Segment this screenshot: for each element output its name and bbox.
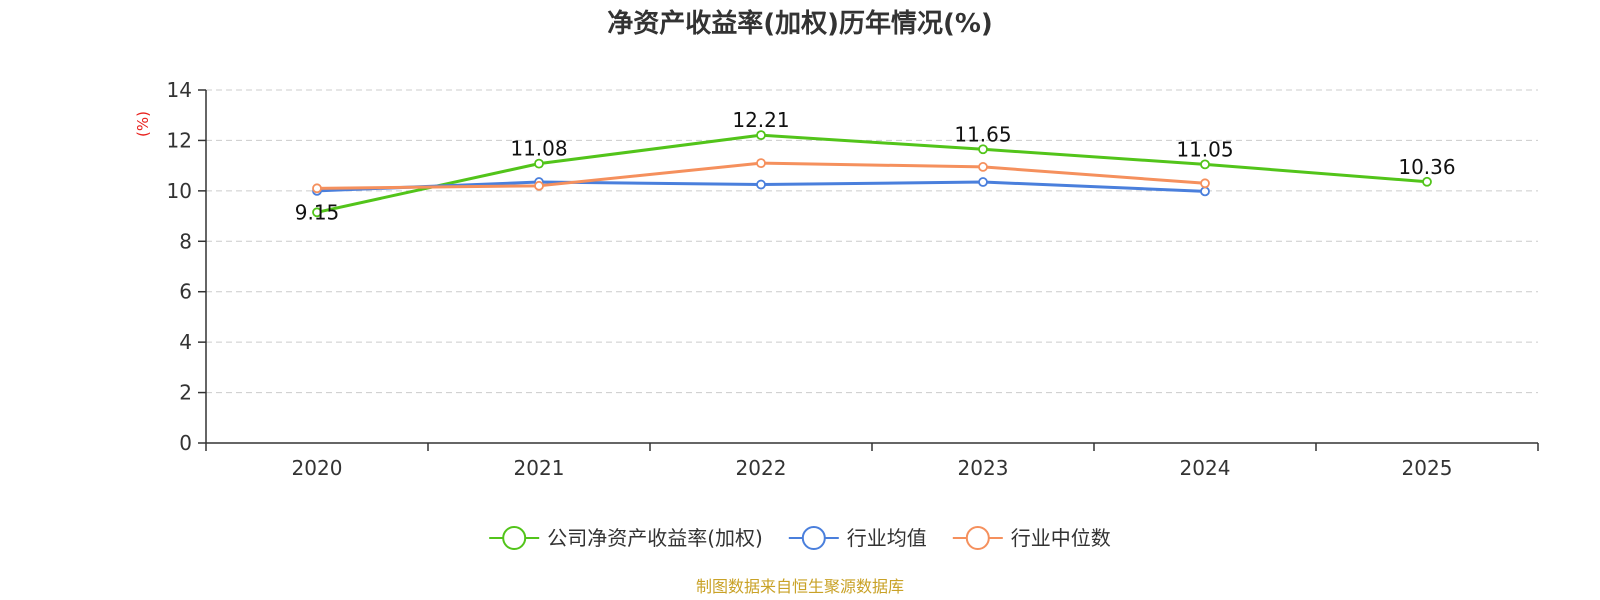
- data-labels: 9.15 11.08 12.21 11.65 11.05 10.36: [295, 108, 1456, 224]
- y-tick-label: 0: [179, 431, 192, 455]
- x-tick-label: 2023: [958, 456, 1009, 480]
- data-label: 10.36: [1398, 155, 1455, 179]
- series-0-point: [312, 207, 322, 218]
- series-0-point: [534, 158, 544, 169]
- series-1-point: [1200, 186, 1210, 197]
- legend-marker: [502, 526, 527, 550]
- series-2-point: [978, 162, 988, 172]
- y-tick-label: 14: [167, 78, 192, 102]
- series-0-point: [1200, 159, 1210, 170]
- x-tick-label: 2021: [514, 456, 565, 480]
- series-1-point: [978, 177, 988, 187]
- legend-label: 行业均值: [847, 526, 927, 550]
- chart-title: 净资产收益率(加权)历年情况(%): [607, 8, 993, 39]
- series-0-point: [978, 144, 988, 155]
- series-2-point: [312, 183, 322, 194]
- data-label: 9.15: [295, 200, 340, 224]
- legend-item-1: 行业均值: [788, 526, 927, 550]
- series-lines: [316, 133, 1428, 214]
- series-2-point: [534, 180, 544, 191]
- legend-item-2: 行业中位数: [952, 526, 1111, 550]
- series-2-point: [756, 158, 766, 169]
- source-note: 制图数据来自恒生聚源数据库: [696, 577, 904, 596]
- y-tick-label: 10: [167, 179, 192, 203]
- data-label: 11.05: [1176, 137, 1233, 161]
- series-2-point: [1200, 178, 1210, 189]
- series-0-point: [1422, 176, 1432, 187]
- series-points: [312, 130, 1432, 218]
- x-tick-label: 2024: [1180, 456, 1231, 480]
- series-1-point: [756, 179, 766, 190]
- legend-item-0: 公司净资产收益率(加权): [489, 526, 763, 550]
- y-tick-label: 6: [179, 280, 192, 304]
- data-label: 12.21: [732, 108, 789, 132]
- series-0-point: [756, 130, 766, 141]
- x-tick-label: 2025: [1402, 456, 1453, 480]
- data-label: 11.65: [954, 122, 1011, 146]
- axes: 0 2 4 6 8 10 12 14 2020 2021 2022 2023 2024 2025: [167, 78, 1539, 480]
- series-line-0: [316, 133, 1428, 214]
- x-tick-label: 2020: [292, 456, 343, 480]
- y-tick-label: 4: [179, 330, 192, 354]
- y-tick-label: 8: [179, 229, 192, 253]
- legend-marker: [965, 526, 990, 550]
- y-tick-label: 12: [167, 128, 192, 152]
- legend-marker: [801, 526, 826, 550]
- legend: 公司净资产收益率(加权) 行业均值 行业中位数: [489, 526, 1111, 550]
- x-tick-label: 2022: [736, 456, 787, 480]
- grid-lines: [206, 89, 1538, 394]
- legend-label: 行业中位数: [1011, 526, 1111, 550]
- data-label: 11.08: [510, 137, 567, 161]
- legend-label: 公司净资产收益率(加权): [547, 526, 763, 550]
- y-axis-unit-label: (%): [134, 111, 152, 137]
- y-tick-label: 2: [179, 381, 192, 405]
